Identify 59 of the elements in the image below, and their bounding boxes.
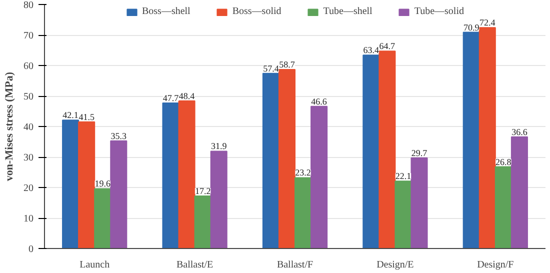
- y-tick-label: 30: [24, 152, 34, 164]
- data-label: 58.7: [279, 59, 296, 70]
- bar: [378, 50, 396, 248]
- data-label: 48.4: [178, 90, 196, 101]
- bar: [262, 72, 280, 248]
- y-tick-label: 0: [28, 244, 34, 255]
- data-label: 70.9: [463, 22, 480, 32]
- bar: [94, 188, 112, 248]
- x-tick-label: Design/E: [376, 260, 414, 270]
- bar: [510, 136, 528, 248]
- bar: [110, 140, 128, 248]
- y-axis-title: von-Mises stress (MPa): [4, 72, 16, 182]
- data-label: 36.6: [512, 126, 528, 137]
- bar: [78, 121, 96, 248]
- bar: [494, 166, 512, 248]
- data-label: 47.7: [162, 93, 180, 104]
- x-tick-label: Ballast/F: [276, 260, 314, 270]
- y-tick-label: 20: [24, 183, 34, 194]
- data-label: 46.6: [311, 96, 328, 106]
- bar: [210, 150, 228, 248]
- y-tick-label: 80: [24, 0, 34, 11]
- bar: [62, 120, 80, 248]
- y-tick-label: 60: [24, 61, 34, 72]
- data-label: 72.4: [480, 18, 496, 28]
- y-tick-label: 50: [24, 92, 34, 102]
- bar: [462, 32, 480, 248]
- x-tick-label: Ballast/E: [176, 260, 214, 270]
- data-label: 17.2: [194, 186, 211, 196]
- x-tick-label: Design/F: [477, 260, 514, 270]
- bar: [394, 180, 412, 248]
- data-label: 26.8: [496, 156, 512, 167]
- data-label: 23.2: [295, 168, 311, 178]
- data-label: 19.6: [94, 178, 111, 189]
- bar: [478, 27, 496, 248]
- legend-label: Tube—shell: [323, 6, 372, 17]
- data-label: 57.4: [263, 63, 280, 74]
- legend-label: Boss—shell: [142, 6, 190, 17]
- legend-label: Tube—solid: [414, 6, 464, 17]
- bar: [410, 157, 428, 248]
- bar: [162, 102, 180, 248]
- data-label: 29.7: [411, 148, 428, 158]
- y-tick-label: 10: [24, 214, 34, 224]
- y-tick-label: 70: [24, 30, 34, 42]
- data-label: 64.7: [379, 41, 396, 52]
- bar: [362, 54, 380, 248]
- bar: [194, 196, 212, 248]
- bar: [278, 68, 296, 248]
- legend-label: Boss—solid: [232, 6, 282, 17]
- data-label: 63.4: [363, 45, 380, 56]
- y-tick-label: 40: [24, 122, 34, 133]
- x-tick-label: Launch: [80, 260, 110, 270]
- bar: [178, 100, 196, 248]
- data-label: 42.1: [62, 110, 78, 120]
- data-label: 41.5: [78, 112, 95, 122]
- data-label: 31.9: [210, 141, 228, 152]
- bar: [294, 177, 312, 248]
- bar: [310, 106, 328, 248]
- data-label: 35.3: [110, 130, 128, 141]
- data-label: 22.1: [395, 171, 412, 182]
